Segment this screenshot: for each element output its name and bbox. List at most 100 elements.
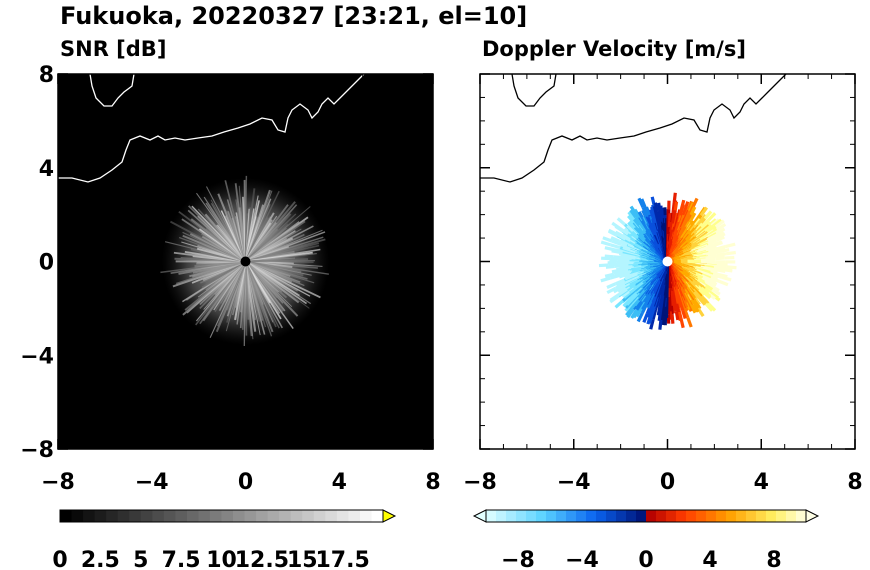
doppler-echo-segment [614, 299, 625, 309]
doppler-echo-segment [636, 312, 644, 323]
doppler-echo-segment [716, 232, 726, 240]
coastline-right-north [511, 74, 557, 107]
doppler-echo-segment [644, 206, 651, 216]
doppler-echo-segment [675, 303, 681, 313]
doppler-echo-segment [614, 230, 624, 238]
doppler-colorbar-swatch [736, 510, 747, 522]
doppler-echo-segment [646, 314, 653, 325]
doppler-colorbar-label: 4 [702, 548, 717, 570]
doppler-echo-segment [704, 283, 714, 291]
snr-colorbar-swatch [152, 510, 165, 522]
doppler-echo-segment [710, 276, 720, 283]
doppler-colorbar-swatch [636, 510, 647, 522]
doppler-echo-segment [700, 219, 710, 229]
doppler-echo-segment [658, 319, 663, 330]
doppler-echo-segment [707, 302, 717, 312]
doppler-colorbar-swatch [616, 510, 627, 522]
doppler-colorbar-swatch [686, 510, 697, 522]
snr-colorbar-swatch [71, 510, 84, 522]
doppler-echo-segment [704, 224, 715, 234]
doppler-colorbar-swatch [786, 510, 797, 522]
doppler-echo-segment [707, 212, 717, 222]
doppler-echo-segment [706, 225, 717, 234]
x-tick-label: −4 [135, 470, 169, 495]
snr-colorbar-swatch [256, 510, 269, 522]
x-tick-label: −8 [463, 470, 497, 495]
doppler-echo-segment [608, 262, 619, 267]
doppler-colorbar-swatch [656, 510, 667, 522]
snr-colorbar-swatch [106, 510, 119, 522]
doppler-echo-segment [689, 212, 697, 221]
snr-axis-labels: −8 −4 0 4 8 8 4 0 −4 −8 [20, 63, 440, 495]
doppler-echo-segment [725, 242, 736, 249]
doppler-echo-segment [716, 268, 726, 273]
snr-echo-ray [245, 260, 318, 269]
doppler-echo-segment [598, 263, 609, 268]
snr-echo-ray [199, 260, 247, 309]
snr-axis-ticks [57, 73, 434, 450]
doppler-colorbar-swatch [576, 510, 587, 522]
doppler-echo-segment [714, 240, 724, 247]
doppler-echo-segment [605, 264, 615, 269]
snr-panel-title: SNR [dB] [60, 37, 166, 61]
doppler-colorbar-swatch [716, 510, 727, 522]
doppler-colorbar-swatch [726, 510, 737, 522]
doppler-radar-site-marker [662, 256, 673, 267]
doppler-colorbar-swatch [536, 510, 547, 522]
snr-echo-ray [245, 259, 315, 263]
doppler-echo-segment [606, 282, 617, 289]
y-tick-label: 4 [39, 157, 54, 182]
snr-echo-ray [244, 260, 300, 304]
snr-colorbar-label: 0 [52, 548, 67, 570]
doppler-echo-segment [700, 295, 710, 305]
doppler-colorbar-swatch [596, 510, 607, 522]
doppler-echo-segment [600, 240, 612, 247]
doppler-colorbar-swatch [696, 510, 707, 522]
doppler-colorbar-frame [485, 509, 807, 523]
snr-colorbar-swatch [313, 510, 326, 522]
doppler-colorbar-label: −4 [565, 548, 599, 570]
x-tick-label: −8 [41, 470, 75, 495]
snr-colorbar-swatch [359, 510, 372, 522]
doppler-echo-segment [711, 288, 721, 296]
doppler-echo-segment [634, 216, 643, 226]
snr-colorbar-swatch [325, 510, 338, 522]
doppler-echo-segment [708, 266, 718, 272]
doppler-echo-segment [604, 254, 614, 259]
x-tick-label: 4 [754, 470, 769, 495]
x-tick-label: 8 [847, 470, 862, 495]
doppler-colorbar-swatch [546, 510, 557, 522]
doppler-echo-segment [712, 218, 723, 228]
doppler-echo-segment [686, 317, 693, 328]
doppler-echo-segment [685, 214, 693, 224]
snr-colorbar-label: 5 [133, 548, 148, 570]
doppler-echo-segment [716, 264, 727, 269]
snr-radar-site-marker [240, 256, 251, 267]
doppler-echo-segment [621, 290, 630, 298]
doppler-echo-segment [692, 303, 700, 313]
doppler-echo-segment [621, 233, 630, 241]
y-tick-label: −4 [20, 344, 54, 369]
doppler-echo-segment [682, 307, 690, 319]
doppler-echo-segment [674, 311, 680, 321]
snr-colorbar-label: 7.5 [162, 548, 201, 570]
doppler-echo-segment [725, 250, 737, 256]
doppler-echo-segment [699, 206, 709, 217]
doppler-colorbar-swatch [706, 510, 717, 522]
doppler-echo-segment [653, 299, 660, 311]
doppler-echo-segment [620, 281, 630, 289]
doppler-colorbar-swatch [666, 510, 677, 522]
doppler-echo-segment [696, 307, 705, 318]
doppler-echo-segment [630, 309, 639, 319]
snr-colorbar-swatch [94, 510, 107, 522]
doppler-colorbar-swatch [606, 510, 617, 522]
coastline-left-north [89, 74, 135, 107]
doppler-echo-segment [724, 255, 735, 260]
doppler-echo-segment [649, 319, 655, 330]
snr-colorbar-swatch [233, 510, 246, 522]
doppler-echo-segment [610, 243, 621, 250]
doppler-colorbar-swatch [526, 510, 537, 522]
doppler-colorbar: −8 −4 0 4 8 [472, 509, 820, 570]
doppler-colorbar-swatch [486, 510, 497, 522]
